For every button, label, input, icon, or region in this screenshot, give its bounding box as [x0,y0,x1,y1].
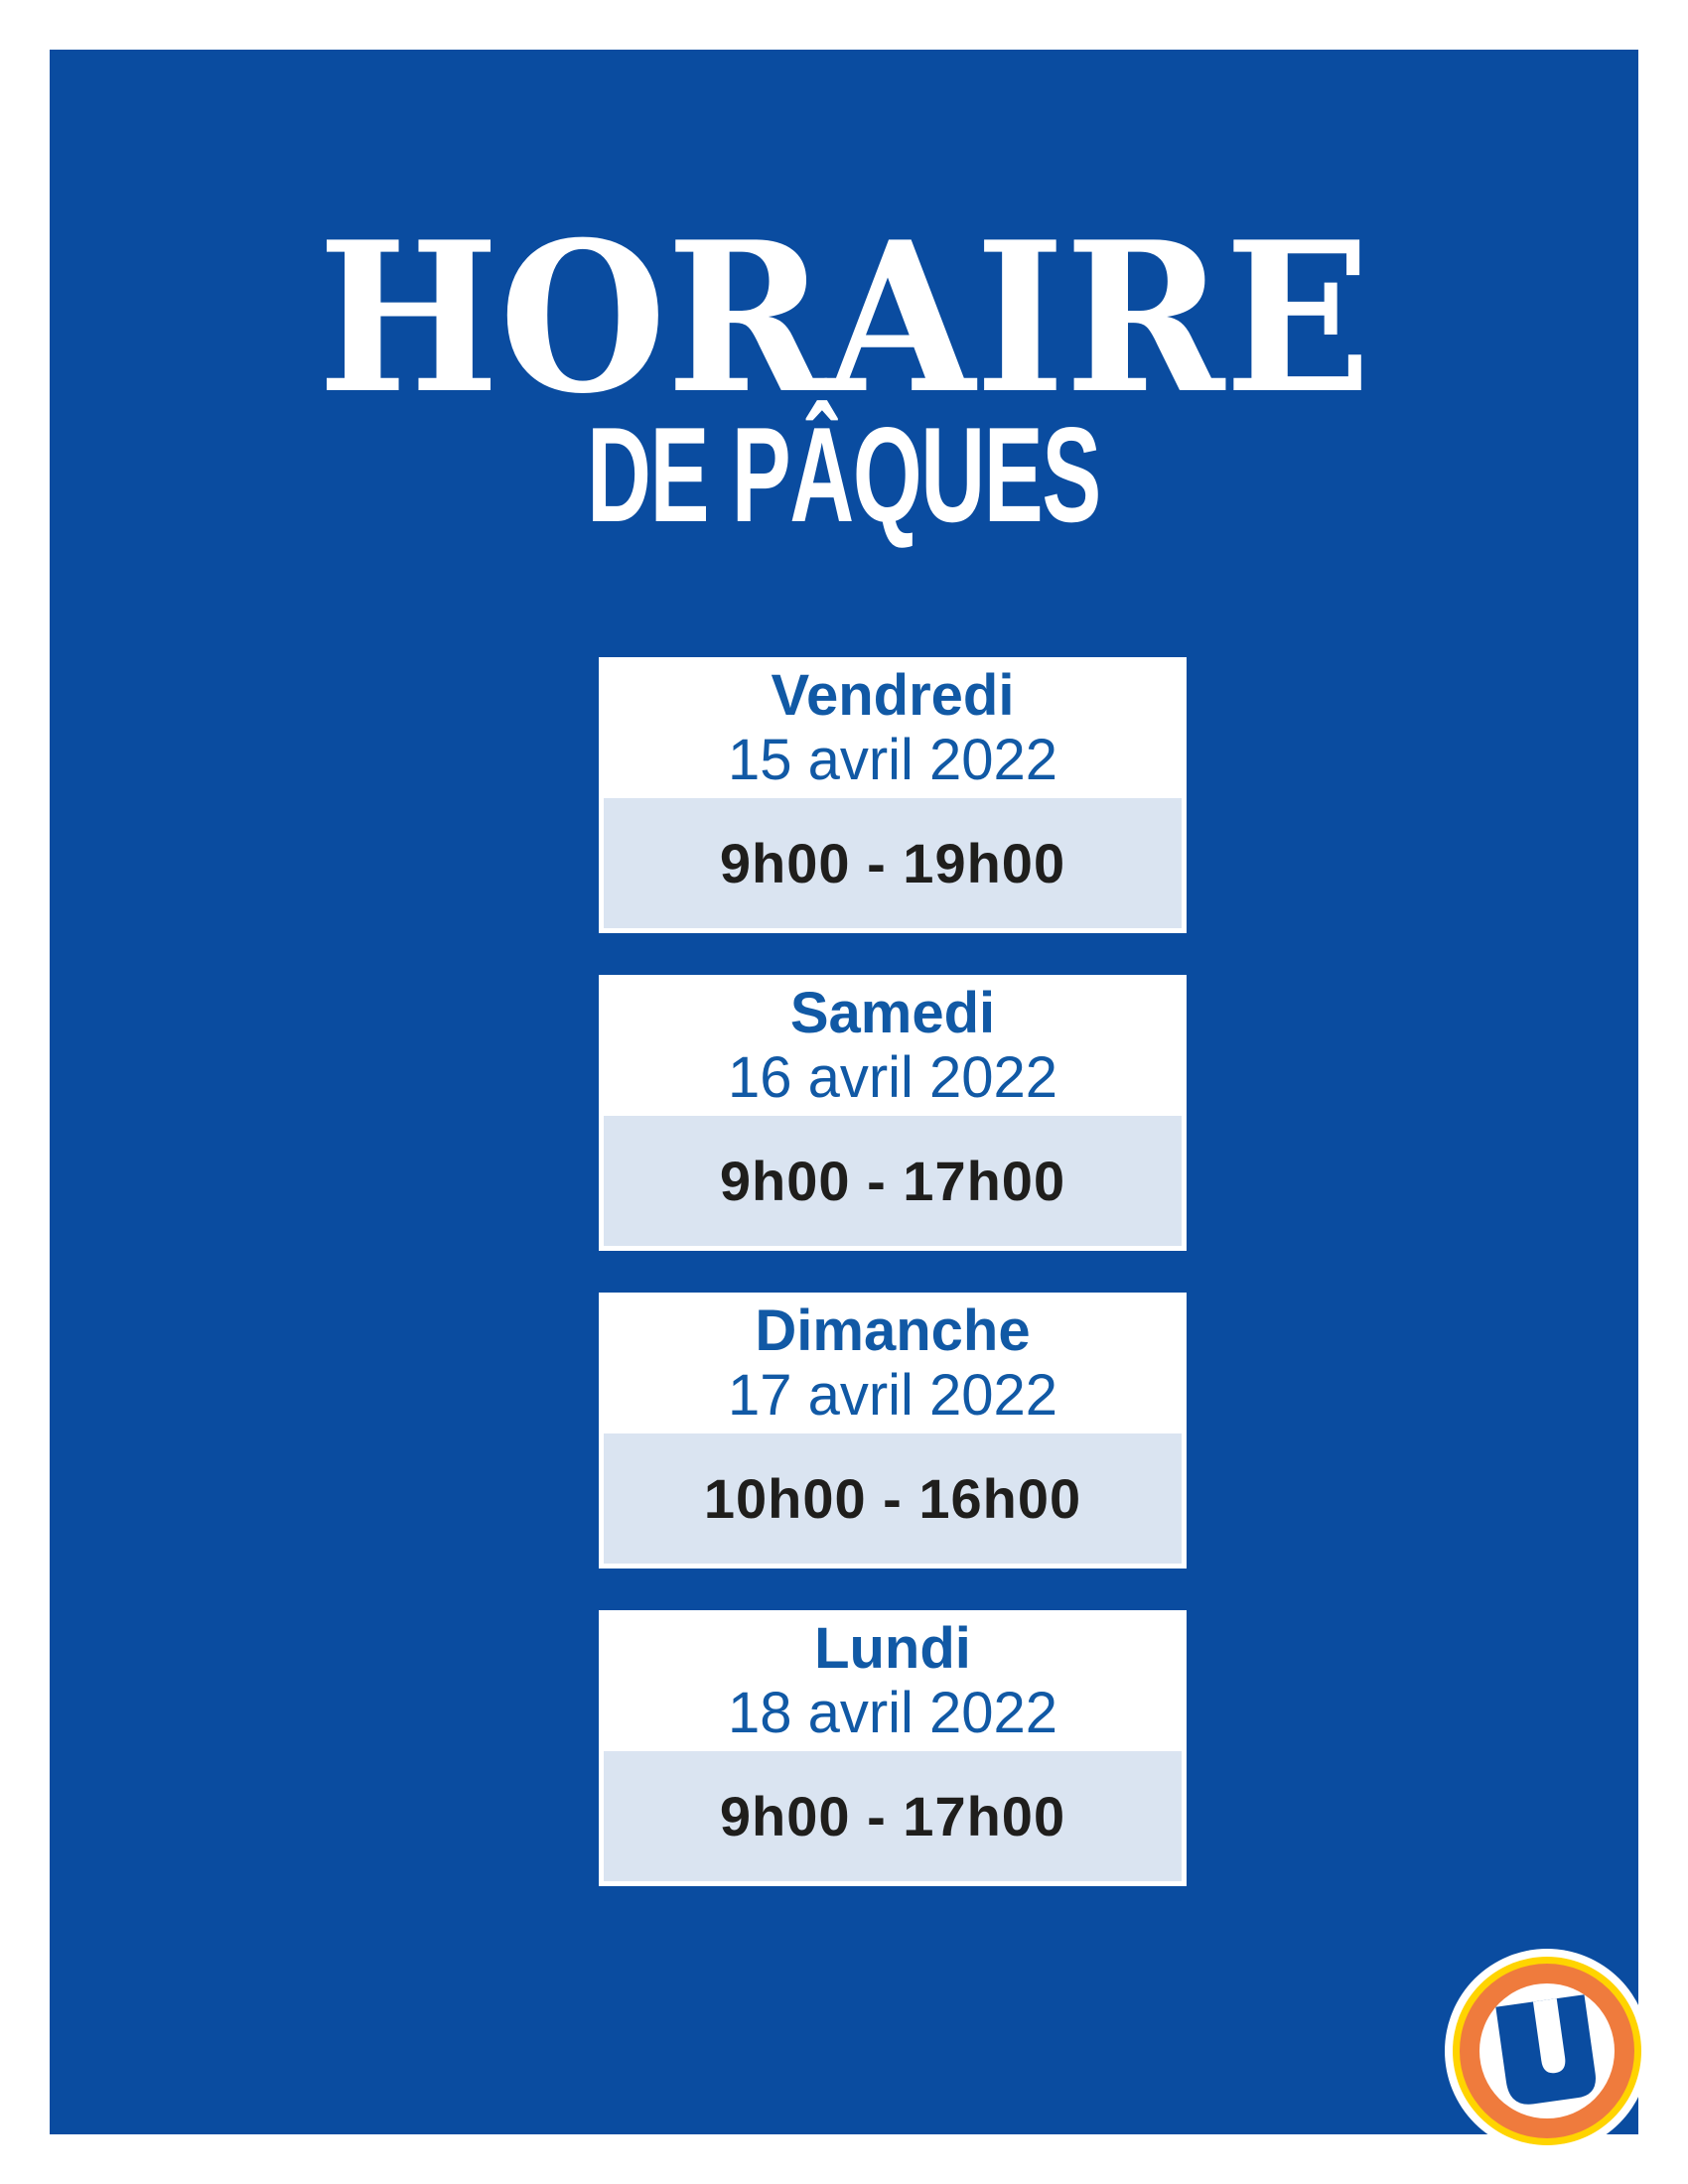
card-day-label: Samedi [789,980,996,1045]
schedule-card: Lundi 18 avril 2022 9h00 - 17h00 [599,1610,1187,1886]
card-hours-box: 9h00 - 17h00 [599,1116,1187,1251]
card-hours-value: 9h00 - 17h00 [719,1149,1066,1212]
u-logo-svg [1445,1949,1649,2153]
card-date-label: 17 avril 2022 [727,1362,1058,1428]
u-logo-icon [1445,1949,1649,2153]
card-header: Samedi 16 avril 2022 [599,975,1187,1116]
card-header: Dimanche 17 avril 2022 [599,1293,1187,1433]
poster-title: HORAIRE [50,215,1638,422]
card-hours-value: 10h00 - 16h00 [703,1466,1082,1530]
card-hours-box: 9h00 - 17h00 [599,1751,1187,1886]
card-day-label: Vendredi [771,662,1015,728]
card-hours-value: 9h00 - 17h00 [719,1784,1066,1847]
poster-subtitle-text: DE PÂQUES [587,399,1102,550]
card-date-label: 15 avril 2022 [727,727,1058,792]
card-hours-box: 9h00 - 19h00 [599,798,1187,933]
card-header: Vendredi 15 avril 2022 [599,657,1187,798]
card-date-label: 16 avril 2022 [727,1044,1058,1110]
card-header: Lundi 18 avril 2022 [599,1610,1187,1751]
poster-title-text: HORAIRE [317,198,1371,440]
card-hours-box: 10h00 - 16h00 [599,1433,1187,1569]
schedule-card: Vendredi 15 avril 2022 9h00 - 19h00 [599,657,1187,933]
card-hours-value: 9h00 - 19h00 [719,831,1066,894]
schedule-card: Samedi 16 avril 2022 9h00 - 17h00 [599,975,1187,1251]
easter-poster-panel: HORAIRE DE PÂQUES Vendredi 15 avril 2022… [50,50,1649,2153]
schedule-list: Vendredi 15 avril 2022 9h00 - 19h00 Same… [599,657,1187,1886]
card-day-label: Lundi [814,1615,971,1681]
schedule-card: Dimanche 17 avril 2022 10h00 - 16h00 [599,1293,1187,1569]
card-day-label: Dimanche [755,1297,1031,1363]
card-date-label: 18 avril 2022 [727,1680,1058,1745]
poster-subtitle: DE PÂQUES [50,407,1638,542]
